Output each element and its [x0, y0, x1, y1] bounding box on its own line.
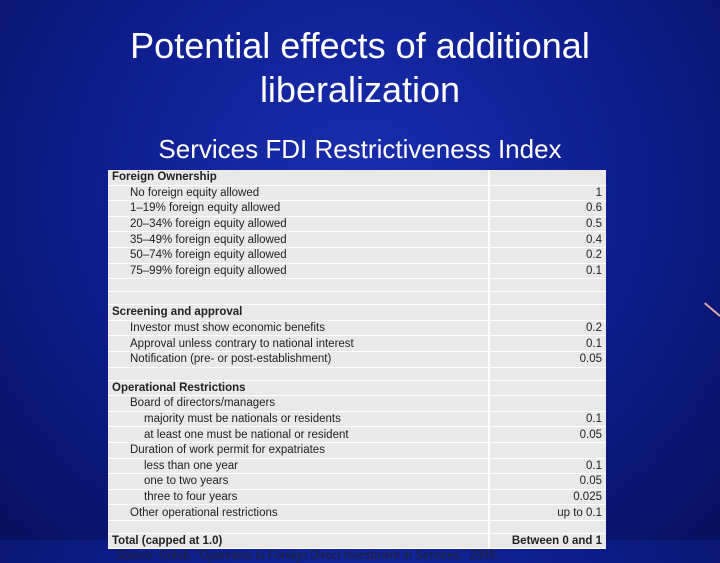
row-label: Investor must show economic benefits [108, 320, 490, 337]
row-value [490, 442, 606, 459]
spacer-row [108, 520, 606, 534]
row-value: 1 [490, 185, 606, 202]
table-row: Investor must show economic benefits 0.2 [108, 320, 606, 337]
row-label: No foreign equity allowed [108, 185, 490, 202]
row-value: 0.4 [490, 232, 606, 248]
table-row: Approval unless contrary to national int… [108, 336, 606, 352]
table-row: 20–34% foreign equity allowed 0.5 [108, 216, 606, 233]
source-text: Golub, “Openness to Foreign Direct Inves… [158, 550, 499, 563]
slide-subtitle: Services FDI Restrictiveness Index [158, 134, 562, 164]
row-value: 0.1 [490, 411, 606, 428]
row-value [490, 396, 606, 412]
table-row: No foreign equity allowed 1 [108, 185, 606, 202]
row-label: one to two years [108, 474, 490, 490]
row-label: at least one must be national or residen… [108, 427, 490, 443]
decorative-streak [704, 302, 720, 317]
source-note: Source: Golub, “Openness to Foreign Dire… [108, 549, 606, 563]
row-value: 0.2 [490, 320, 606, 337]
section-header: Screening and approval [108, 305, 490, 321]
row-value: 0.05 [490, 351, 606, 368]
row-value: 0.6 [490, 201, 606, 217]
slide-title: Potential effects of additional liberali… [0, 24, 720, 112]
table-row: Board of directors/managers [108, 396, 606, 412]
row-label: majority must be nationals or residents [108, 411, 490, 428]
table-row: 50–74% foreign equity allowed 0.2 [108, 247, 606, 264]
spacer-row [108, 279, 606, 293]
row-value: 0.05 [490, 427, 606, 443]
row-value: 0.5 [490, 216, 606, 233]
row-value: 0.2 [490, 247, 606, 264]
row-label: 20–34% foreign equity allowed [108, 216, 490, 233]
total-label: Total (capped at 1.0) [108, 533, 490, 550]
title-line-2: liberalization [259, 69, 461, 110]
restrictiveness-table: Foreign Ownership No foreign equity allo… [108, 170, 606, 562]
table-row: majority must be nationals or residents … [108, 411, 606, 428]
total-row: Total (capped at 1.0) Between 0 and 1 [108, 533, 606, 550]
table-row: at least one must be national or residen… [108, 427, 606, 443]
table-row: 1–19% foreign equity allowed 0.6 [108, 201, 606, 217]
table-row: 35–49% foreign equity allowed 0.4 [108, 232, 606, 248]
row-value: up to 0.1 [490, 505, 606, 521]
table-row: Notification (pre- or post-establishment… [108, 351, 606, 368]
row-label: 1–19% foreign equity allowed [108, 201, 490, 217]
row-value: 0.1 [490, 458, 606, 475]
row-label: Notification (pre- or post-establishment… [108, 351, 490, 368]
section-header-row: Screening and approval [108, 305, 606, 321]
table-row: three to four years 0.025 [108, 489, 606, 506]
row-value: 0.1 [490, 336, 606, 352]
row-label: 50–74% foreign equity allowed [108, 247, 490, 264]
section-header: Foreign Ownership [108, 170, 490, 186]
row-label: three to four years [108, 489, 490, 506]
table-row: one to two years 0.05 [108, 474, 606, 490]
spacer-row [108, 367, 606, 381]
row-label: 35–49% foreign equity allowed [108, 232, 490, 248]
row-label: Other operational restrictions [108, 505, 490, 521]
row-label: Duration of work permit for expatriates [108, 442, 490, 459]
row-value: 0.05 [490, 474, 606, 490]
total-value: Between 0 and 1 [490, 533, 606, 550]
spacer-row [108, 292, 606, 306]
row-label: less than one year [108, 458, 490, 475]
table-row: 75–99% foreign equity allowed 0.1 [108, 263, 606, 280]
section-header-row: Operational Restrictions [108, 380, 606, 397]
title-line-1: Potential effects of additional [130, 25, 590, 66]
table-row: Other operational restrictions up to 0.1 [108, 505, 606, 521]
row-label: 75–99% foreign equity allowed [108, 263, 490, 280]
row-value: 0.1 [490, 263, 606, 280]
section-header-row: Foreign Ownership [108, 170, 606, 186]
row-label: Board of directors/managers [108, 396, 490, 412]
table-row: less than one year 0.1 [108, 458, 606, 475]
section-header: Operational Restrictions [108, 380, 490, 397]
source-label: Source: [116, 550, 156, 563]
table-row: Duration of work permit for expatriates [108, 442, 606, 459]
row-label: Approval unless contrary to national int… [108, 336, 490, 352]
row-value: 0.025 [490, 489, 606, 506]
